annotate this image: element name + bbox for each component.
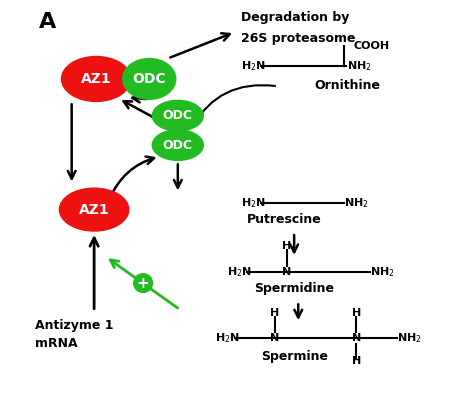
Text: H$_2$N: H$_2$N xyxy=(241,59,266,73)
Text: Ornithine: Ornithine xyxy=(315,79,381,92)
Text: +: + xyxy=(137,275,149,291)
Text: H$_2$N: H$_2$N xyxy=(227,265,252,279)
Text: N: N xyxy=(270,333,279,343)
Text: ODC: ODC xyxy=(163,109,193,122)
Text: ODC: ODC xyxy=(163,139,193,152)
Text: 26S proteasome: 26S proteasome xyxy=(241,32,356,45)
Text: H: H xyxy=(352,356,361,366)
Text: NH$_2$: NH$_2$ xyxy=(370,265,394,279)
Text: Putrescine: Putrescine xyxy=(246,213,321,226)
Text: COOH: COOH xyxy=(353,41,390,51)
Text: AZ1: AZ1 xyxy=(79,203,109,217)
Text: AZ1: AZ1 xyxy=(81,72,111,86)
Circle shape xyxy=(134,274,153,293)
Text: NH$_2$: NH$_2$ xyxy=(397,331,422,345)
Text: Spermine: Spermine xyxy=(261,350,328,363)
Text: Degradation by: Degradation by xyxy=(241,11,349,24)
Text: H$_2$N: H$_2$N xyxy=(215,331,239,345)
Text: H: H xyxy=(270,308,279,318)
Text: H$_2$N: H$_2$N xyxy=(241,196,266,210)
Text: NH$_2$: NH$_2$ xyxy=(344,196,369,210)
Text: N: N xyxy=(282,267,292,277)
Text: H: H xyxy=(352,308,361,318)
Ellipse shape xyxy=(62,56,131,102)
Text: NH$_2$: NH$_2$ xyxy=(347,59,372,73)
Ellipse shape xyxy=(59,188,129,231)
Text: mRNA: mRNA xyxy=(35,337,78,350)
Ellipse shape xyxy=(152,100,203,131)
Ellipse shape xyxy=(152,130,203,160)
Text: ODC: ODC xyxy=(132,72,166,86)
Text: A: A xyxy=(39,12,56,32)
Text: Antizyme 1: Antizyme 1 xyxy=(35,319,113,332)
Text: H: H xyxy=(282,241,292,251)
Text: Spermidine: Spermidine xyxy=(254,282,334,295)
Ellipse shape xyxy=(123,58,176,99)
Text: N: N xyxy=(352,333,361,343)
